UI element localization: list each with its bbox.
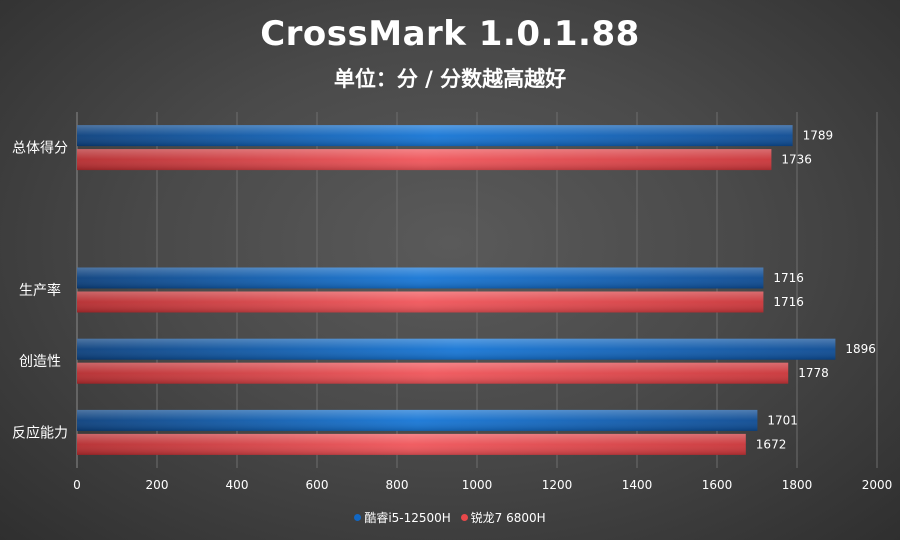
chart-title: CrossMark 1.0.1.88 (260, 14, 640, 54)
legend-label-series-1: 酷睿i5-12500H (364, 511, 451, 525)
x-tick-label-1600: 1600 (702, 478, 733, 492)
data-label-series-1-cat-3: 1896 (845, 342, 876, 356)
chart-subtitle: 单位：分 / 分数越高越好 (333, 67, 567, 91)
data-label-series-1-cat-4: 1701 (767, 413, 798, 427)
data-label-series-2-cat-0: 1736 (781, 153, 812, 167)
category-label-2: 生产率 (19, 282, 61, 299)
x-tick-label-1200: 1200 (542, 478, 573, 492)
legend-item-series-2: 锐龙7 6800H (460, 509, 546, 526)
category-label-4: 反应能力 (12, 424, 68, 441)
legend-label-series-2: 锐龙7 6800H (470, 511, 546, 525)
x-tick-label-0: 0 (73, 478, 81, 492)
category-label-0: 总体得分 (12, 140, 68, 157)
x-tick-label-1400: 1400 (622, 478, 653, 492)
data-label-series-2-cat-2: 1716 (773, 295, 804, 309)
x-tick-label-600: 600 (306, 478, 329, 492)
chart-legend: 酷睿i5-12500H 锐龙7 6800H (0, 509, 900, 526)
x-tick-label-400: 400 (226, 478, 249, 492)
bar-gloss-series-1-cat-4 (77, 409, 758, 431)
x-tick-label-200: 200 (146, 478, 169, 492)
data-label-series-2-cat-3: 1778 (798, 366, 829, 380)
x-tick-label-1000: 1000 (462, 478, 493, 492)
data-label-series-1-cat-2: 1716 (773, 271, 804, 285)
x-tick-label-1800: 1800 (782, 478, 813, 492)
category-label-3: 创造性 (19, 354, 61, 370)
legend-marker-series-1 (354, 514, 362, 521)
data-label-series-2-cat-4: 1672 (756, 437, 787, 451)
x-tick-label-800: 800 (386, 478, 409, 492)
bar-gloss-series-2-cat-0 (77, 149, 772, 171)
data-label-series-1-cat-0: 1789 (803, 129, 834, 143)
bar-gloss-series-2-cat-2 (77, 291, 764, 313)
bar-gloss-series-1-cat-0 (77, 125, 793, 147)
bar-gloss-series-1-cat-3 (77, 338, 836, 360)
x-tick-label-2000: 2000 (862, 478, 893, 492)
bar-gloss-series-2-cat-4 (77, 433, 746, 455)
bar-gloss-series-1-cat-2 (77, 267, 764, 289)
bar-gloss-series-2-cat-3 (77, 362, 789, 384)
legend-marker-series-2 (460, 514, 468, 521)
legend-item-series-1: 酷睿i5-12500H (354, 509, 451, 526)
